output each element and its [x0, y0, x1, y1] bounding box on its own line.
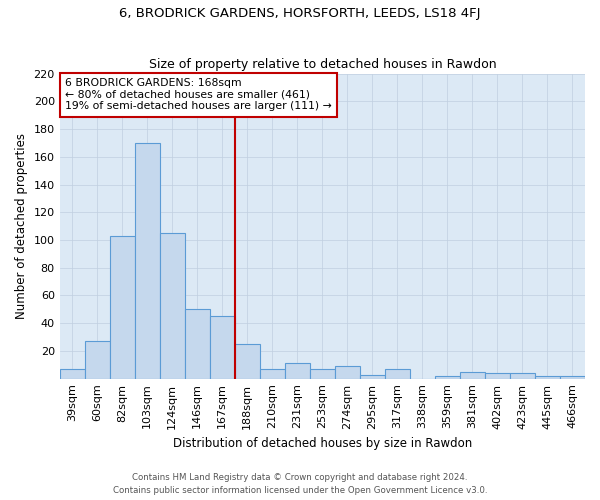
Bar	[385, 369, 410, 378]
Bar	[210, 316, 235, 378]
Bar	[435, 376, 460, 378]
Bar	[85, 341, 110, 378]
Bar	[485, 373, 510, 378]
Bar	[110, 236, 135, 378]
X-axis label: Distribution of detached houses by size in Rawdon: Distribution of detached houses by size …	[173, 437, 472, 450]
Bar	[310, 369, 335, 378]
Bar	[185, 310, 210, 378]
Title: Size of property relative to detached houses in Rawdon: Size of property relative to detached ho…	[149, 58, 496, 71]
Bar	[560, 376, 585, 378]
Bar	[285, 364, 310, 378]
Bar	[59, 369, 85, 378]
Bar	[260, 369, 285, 378]
Bar	[335, 366, 360, 378]
Y-axis label: Number of detached properties: Number of detached properties	[15, 133, 28, 319]
Bar	[360, 374, 385, 378]
Bar	[510, 373, 535, 378]
Bar	[460, 372, 485, 378]
Bar	[135, 143, 160, 378]
Bar	[235, 344, 260, 378]
Text: 6, BRODRICK GARDENS, HORSFORTH, LEEDS, LS18 4FJ: 6, BRODRICK GARDENS, HORSFORTH, LEEDS, L…	[119, 8, 481, 20]
Bar	[160, 233, 185, 378]
Text: Contains HM Land Registry data © Crown copyright and database right 2024.
Contai: Contains HM Land Registry data © Crown c…	[113, 474, 487, 495]
Text: 6 BRODRICK GARDENS: 168sqm
← 80% of detached houses are smaller (461)
19% of sem: 6 BRODRICK GARDENS: 168sqm ← 80% of deta…	[65, 78, 332, 112]
Bar	[535, 376, 560, 378]
